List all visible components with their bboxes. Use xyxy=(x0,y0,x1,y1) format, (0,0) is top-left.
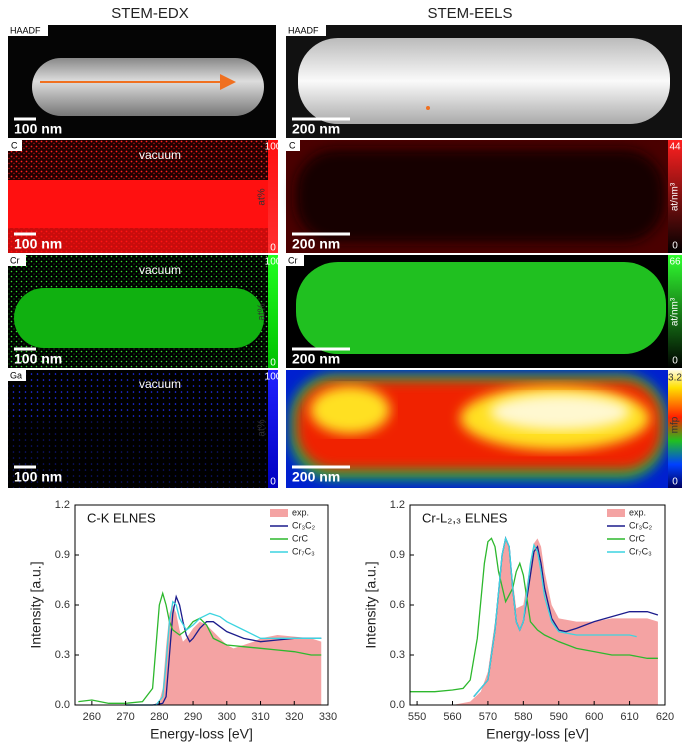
colorbar-unit: at/nm³ xyxy=(670,297,681,326)
scale-bar-label: 200 nm xyxy=(292,351,340,367)
y-axis-label: Intensity [a.u.] xyxy=(363,561,379,648)
legend-label: Cr₇C₃ xyxy=(629,546,652,556)
annotation: vacuum xyxy=(139,148,181,162)
x-axis-label: Energy-loss [eV] xyxy=(150,726,253,742)
annotation: vacuum xyxy=(139,377,181,391)
x-tick-label: 320 xyxy=(285,711,303,723)
line xyxy=(125,600,322,706)
line xyxy=(473,536,637,698)
colorbar: 3.2 0 mfp xyxy=(668,370,682,488)
legend-label: Cr₃C₂ xyxy=(292,520,316,530)
panel-label: HAADF xyxy=(10,25,41,35)
plot xyxy=(410,536,659,705)
annotation: vacuum xyxy=(139,263,181,277)
colorbar-unit: at% xyxy=(257,419,268,436)
x-tick-label: 310 xyxy=(251,711,269,723)
legend-swatch xyxy=(607,509,625,517)
colorbar-unit: at/nm³ xyxy=(670,182,681,211)
scale-bar-label: 100 nm xyxy=(14,121,62,137)
column-title: STEM-EDX xyxy=(111,5,189,22)
legend-swatch xyxy=(270,509,288,517)
y-tick-label: 0.0 xyxy=(390,699,405,711)
x-tick-label: 290 xyxy=(184,711,202,723)
colorbar-max: 100 xyxy=(265,257,282,268)
colorbar-min: 0 xyxy=(270,358,276,369)
x-tick-label: 590 xyxy=(550,711,568,723)
scale-bar-label: 200 nm xyxy=(292,121,340,137)
scale-bar-label: 200 nm xyxy=(292,236,340,252)
colorbar-min: 0 xyxy=(672,356,678,367)
colorbar-max: 44 xyxy=(669,142,681,153)
chart-title: Cr-L₂,₃ ELNES xyxy=(422,510,508,525)
image-panel: HAADF 100 nm xyxy=(8,25,276,138)
scale-bar-label: 100 nm xyxy=(14,469,62,485)
scale-bar-label: 100 nm xyxy=(14,351,62,367)
colorbar-min: 0 xyxy=(672,241,678,252)
y-tick-label: 1.2 xyxy=(55,499,70,511)
image-panel: Ga vacuum 100 nm 100 0 at% xyxy=(8,370,282,488)
panel-label: HAADF xyxy=(288,25,319,35)
y-tick-label: 0.9 xyxy=(390,549,405,561)
x-axis-label: Energy-loss [eV] xyxy=(486,726,589,742)
panel-label: Cr xyxy=(10,255,20,265)
legend-label: CrC xyxy=(292,533,308,543)
area xyxy=(85,605,322,705)
y-axis-label: Intensity [a.u.] xyxy=(28,561,44,648)
x-tick-label: 600 xyxy=(585,711,603,723)
colorbar-unit: at% xyxy=(257,188,268,205)
y-tick-label: 0.3 xyxy=(55,649,70,661)
line xyxy=(125,594,322,706)
x-tick-label: 300 xyxy=(218,711,236,723)
x-tick-label: 560 xyxy=(443,711,461,723)
x-tick-label: 270 xyxy=(116,711,134,723)
colorbar-min: 0 xyxy=(270,243,276,254)
y-tick-label: 0.6 xyxy=(55,599,70,611)
colorbar-max: 66 xyxy=(669,257,681,268)
image-panel: 200 nm xyxy=(286,370,668,488)
x-tick-label: 260 xyxy=(83,711,101,723)
legend-label: exp. xyxy=(292,507,309,517)
image-panel: Cr vacuum 100 nm 100 0 at% xyxy=(8,255,282,369)
panel-label: Ga xyxy=(10,370,22,380)
panel-label: Cr xyxy=(288,255,298,265)
x-tick-label: 570 xyxy=(479,711,497,723)
chart-title: C-K ELNES xyxy=(87,510,156,525)
y-tick-label: 0.0 xyxy=(55,699,70,711)
x-tick-label: 330 xyxy=(319,711,337,723)
line xyxy=(78,590,322,704)
scale-bar-label: 200 nm xyxy=(292,469,340,485)
line xyxy=(410,537,658,693)
image-panel: C 200 nm 44 0 at/nm³ xyxy=(286,140,682,253)
colorbar-unit: at% xyxy=(257,303,268,320)
x-tick-label: 280 xyxy=(150,711,168,723)
colorbar-max: 100 xyxy=(265,142,282,153)
y-tick-label: 0.6 xyxy=(390,599,405,611)
plot xyxy=(78,590,322,706)
legend-label: exp. xyxy=(629,507,646,517)
x-tick-label: 610 xyxy=(620,711,638,723)
legend-label: CrC xyxy=(629,533,645,543)
colorbar-max: 100 xyxy=(265,372,282,383)
x-tick-label: 580 xyxy=(514,711,532,723)
y-tick-label: 0.9 xyxy=(55,549,70,561)
y-tick-label: 1.2 xyxy=(390,499,405,511)
x-tick-label: 620 xyxy=(656,711,674,723)
area xyxy=(410,538,658,705)
legend-label: Cr₃C₂ xyxy=(629,520,653,530)
image-panel: HAADF 200 nm xyxy=(286,25,682,138)
x-tick-label: 550 xyxy=(408,711,426,723)
colorbar-min: 0 xyxy=(270,477,276,488)
image-panel: C vacuum 100 nm 100 0 at% xyxy=(8,140,282,254)
panel-label: C xyxy=(11,140,18,150)
scale-bar-label: 100 nm xyxy=(14,236,62,252)
panel-label: C xyxy=(289,140,296,150)
colorbar-min: 0 xyxy=(672,477,678,488)
colorbar-max: 3.2 xyxy=(668,373,682,384)
colorbar-unit: mfp xyxy=(670,416,681,433)
column-title: STEM-EELS xyxy=(427,5,512,22)
y-tick-label: 0.3 xyxy=(390,649,405,661)
image-panel: Cr 200 nm 66 0 at/nm³ xyxy=(286,255,682,368)
legend-label: Cr₇C₃ xyxy=(292,546,315,556)
